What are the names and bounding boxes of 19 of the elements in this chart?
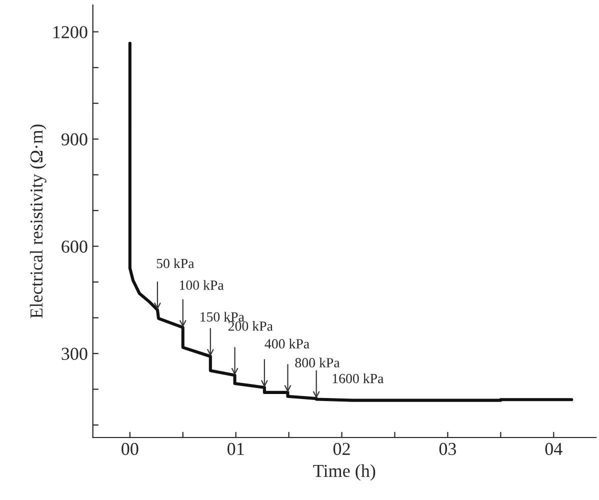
annotation: 150 kPa — [200, 312, 244, 322]
x-tick-label: 02 — [333, 442, 350, 456]
line-series — [128, 42, 574, 402]
y-tick-label: 900 — [61, 133, 88, 146]
y-axis-title: Electrical resistivity (Ω·m) — [30, 124, 46, 318]
y-tick-label: 1200 — [53, 26, 88, 38]
x-tick-label: 00 — [122, 442, 138, 456]
y-tick-label: 300 — [62, 348, 88, 360]
x-tick-label: 01 — [228, 442, 244, 456]
x-axis-title: Time (h) — [313, 464, 376, 481]
annotation: 400 kPa — [264, 338, 310, 349]
annotation: 50 kPa — [156, 258, 194, 268]
x-tick-label: 03 — [439, 442, 456, 456]
annotation: 800 kPa — [295, 358, 340, 368]
annotation: 1600 kPa — [332, 373, 384, 384]
y-tick-label: 600 — [62, 240, 88, 253]
x-tick-label: 04 — [545, 442, 562, 456]
annotation: 200 kPa — [228, 321, 273, 331]
annotation: 100 kPa — [180, 280, 224, 290]
